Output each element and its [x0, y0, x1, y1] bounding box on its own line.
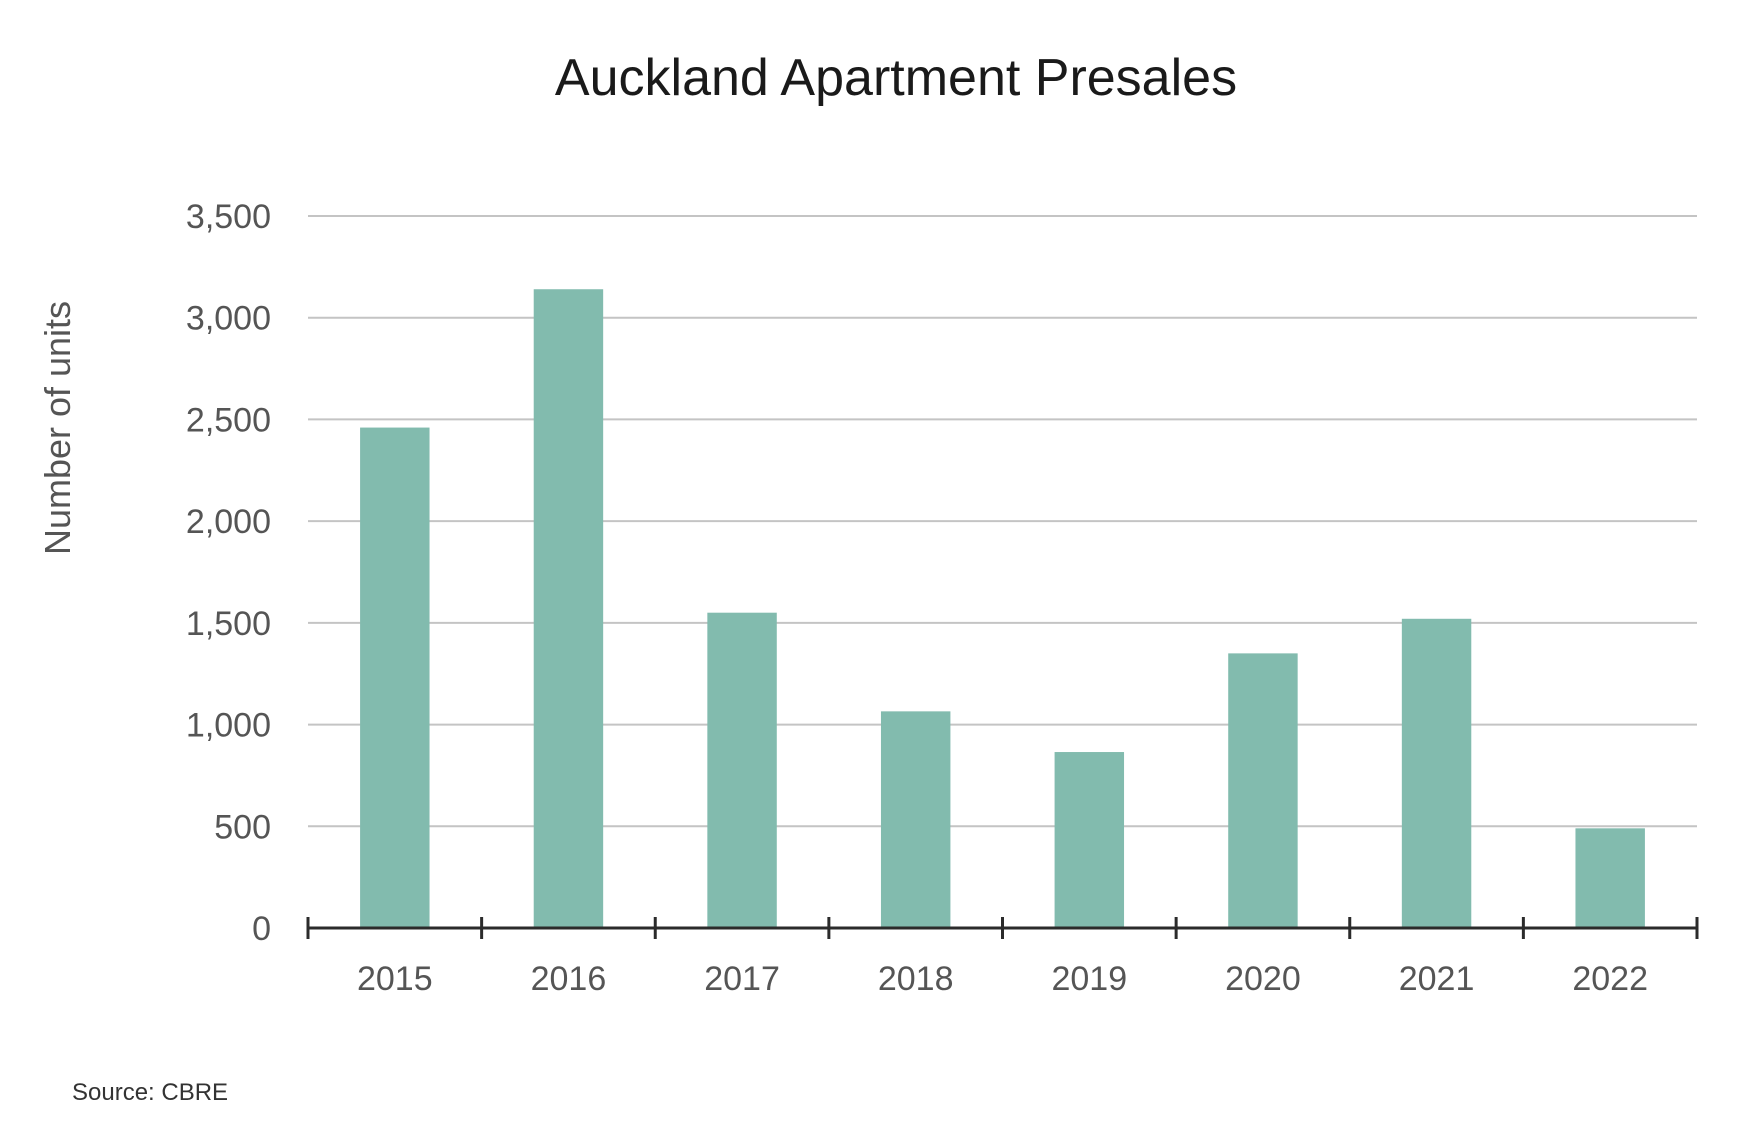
x-tick-label: 2015	[357, 960, 433, 998]
x-tick-label: 2022	[1572, 960, 1648, 998]
x-tick-label: 2021	[1399, 960, 1475, 998]
bar-2021	[1401, 618, 1472, 928]
y-tick-label: 2,500	[186, 401, 271, 439]
bar-2020	[1228, 653, 1298, 928]
bar-2017	[707, 612, 777, 928]
y-tick-label: 3,000	[186, 300, 271, 338]
y-tick-labels: 0 500 1,000 1,500 2,000 2,500 3,000 3,500	[186, 198, 271, 948]
bar-2019	[1054, 752, 1125, 928]
bar-2022	[1575, 828, 1645, 928]
chart-title: Auckland Apartment Presales	[555, 49, 1237, 107]
x-tick-labels: 2015 2016 2017 2018 2019 2020 2021 2022	[357, 960, 1648, 998]
y-tick-label: 0	[252, 910, 271, 948]
bar-2015	[360, 427, 430, 928]
bars	[360, 289, 1645, 929]
x-tick-label: 2018	[878, 960, 954, 998]
y-tick-label: 1,000	[186, 707, 271, 745]
gridlines	[308, 215, 1697, 828]
x-tick-label: 2019	[1051, 960, 1127, 998]
bar-2016	[533, 289, 604, 929]
y-tick-label: 2,000	[186, 503, 271, 541]
bar-2018	[880, 711, 951, 928]
x-tick-label: 2016	[531, 960, 607, 998]
y-tick-label: 1,500	[186, 605, 271, 643]
y-tick-label: 3,500	[186, 198, 271, 236]
x-tick-label: 2020	[1225, 960, 1301, 998]
x-tick-label: 2017	[704, 960, 780, 998]
source-note: Source: CBRE	[72, 1079, 228, 1106]
y-axis-label: Number of units	[37, 301, 78, 555]
y-tick-label: 500	[214, 808, 271, 846]
x-axis	[306, 917, 1699, 939]
